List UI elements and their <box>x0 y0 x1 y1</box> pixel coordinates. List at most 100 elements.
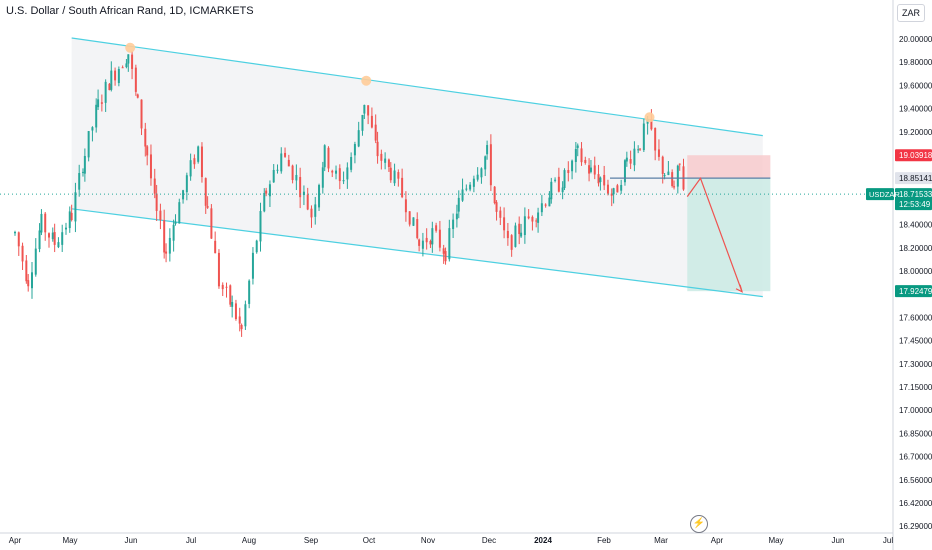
x-tick-label: Dec <box>482 536 496 545</box>
candle-body <box>506 230 509 239</box>
candle-body <box>327 147 330 169</box>
candle-body <box>342 180 345 182</box>
candle-body <box>678 163 681 165</box>
candle-body <box>374 124 377 141</box>
candle-body <box>469 184 472 190</box>
candle-body <box>47 233 50 238</box>
candle-body <box>110 70 113 90</box>
candle-body <box>125 63 128 68</box>
candle-body <box>214 240 217 254</box>
candle-body <box>14 232 16 234</box>
candle-body <box>523 216 526 236</box>
candle-body <box>535 220 538 222</box>
candle-body <box>499 210 502 218</box>
candle-body <box>323 145 326 168</box>
candle-body <box>353 144 356 156</box>
lightning-icon[interactable]: ⚡ <box>690 515 708 533</box>
candle-body <box>637 149 640 151</box>
candle-body <box>165 251 168 254</box>
x-tick-label: Mar <box>654 536 668 545</box>
candle-body <box>268 184 271 197</box>
candle-body <box>404 199 407 213</box>
candle-body <box>384 158 387 163</box>
candle-body <box>61 232 64 245</box>
candle-body <box>234 303 237 320</box>
candle-body <box>189 160 192 177</box>
candle-body <box>200 146 203 178</box>
candle-body <box>503 217 506 231</box>
x-tick-label: Aug <box>242 536 256 545</box>
candle-body <box>321 167 324 188</box>
candle-body <box>210 208 213 239</box>
candle-body <box>616 185 619 193</box>
candle-body <box>425 237 428 243</box>
candle-body <box>540 203 543 213</box>
x-tick-label: 2024 <box>534 536 552 545</box>
candle-body <box>612 188 615 195</box>
y-tick-label: 18.00000 <box>899 267 932 276</box>
projection-arrowhead <box>735 284 743 293</box>
candle-body <box>134 67 137 92</box>
candle-body <box>70 212 73 221</box>
candle-body <box>663 175 666 177</box>
candle-body <box>537 212 540 223</box>
candle-body <box>567 170 570 174</box>
currency-button[interactable]: ZAR <box>897 4 925 22</box>
candle-body <box>484 156 487 170</box>
candle-body <box>520 232 523 237</box>
y-tick-label: 17.30000 <box>899 360 932 369</box>
candle-body <box>361 114 364 131</box>
x-tick-label: Nov <box>421 536 435 545</box>
candle-body <box>34 248 37 275</box>
x-tick-label: Jun <box>832 536 845 545</box>
symbol-label: USDZAR <box>869 190 900 199</box>
candle-body <box>95 104 98 128</box>
candle-body <box>172 224 175 241</box>
candle-body <box>244 304 247 327</box>
candle-body <box>489 144 492 186</box>
candle-body <box>238 316 241 324</box>
x-tick-label: May <box>768 536 783 545</box>
candle-body <box>380 153 383 161</box>
candle-body <box>639 148 642 150</box>
candle-body <box>159 210 162 220</box>
candle-body <box>255 240 258 253</box>
take-profit-zone <box>687 178 771 292</box>
candle-body <box>44 213 47 233</box>
candle-body <box>518 223 521 235</box>
candle-body <box>331 170 334 173</box>
candle-body <box>461 189 464 201</box>
candle-body <box>168 237 171 254</box>
chart-title: U.S. Dollar / South African Rand, 1D, IC… <box>6 5 254 17</box>
candle-body <box>571 160 574 172</box>
candle-body <box>251 252 254 279</box>
candle-body <box>650 119 653 130</box>
candle-body <box>476 174 479 180</box>
x-tick-label: Jul <box>186 536 196 545</box>
candle-body <box>370 115 373 128</box>
candle-body <box>144 128 147 147</box>
candle-body <box>625 157 628 162</box>
candle-body <box>149 154 152 179</box>
candle-body <box>87 131 90 158</box>
candle-body <box>302 191 305 196</box>
candle-body <box>53 232 56 245</box>
candle-body <box>25 260 28 282</box>
candle-body <box>429 241 432 245</box>
x-tick-label: Oct <box>363 536 376 545</box>
candle-body <box>146 146 149 156</box>
candle-body <box>338 168 341 182</box>
candle-body <box>597 174 600 184</box>
candle-body <box>78 173 81 190</box>
candle-body <box>557 176 560 192</box>
y-tick-label: 16.85000 <box>899 429 932 438</box>
candle-body <box>408 211 411 225</box>
candle-body <box>57 242 60 248</box>
y-tick-label: 18.40000 <box>899 221 932 230</box>
candle-body <box>412 217 415 226</box>
swing-high-marker <box>361 75 372 86</box>
candle-body <box>671 172 674 187</box>
swing-high-marker <box>125 42 136 53</box>
candle-body <box>401 177 404 198</box>
